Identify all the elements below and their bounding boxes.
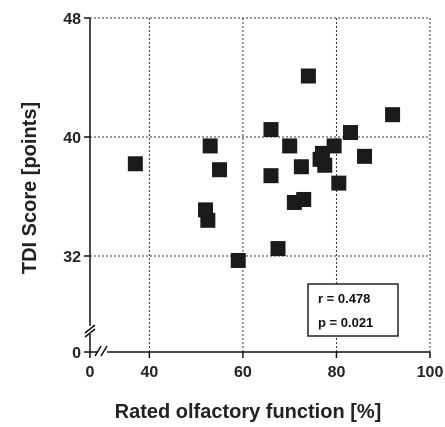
data-points <box>127 68 401 268</box>
x-axis-title: Rated olfactory function [%] <box>115 401 382 423</box>
y-tick-label-40: 40 <box>63 130 81 147</box>
y-axis-break-mark <box>84 324 96 338</box>
y-tick-label-32: 32 <box>63 249 81 266</box>
y-tick-label-0: 0 <box>72 345 81 362</box>
data-point-18 <box>326 138 342 154</box>
data-point-19 <box>331 175 347 191</box>
y-tick-label-48: 48 <box>63 11 81 28</box>
ticks: 0 32 40 48 0 40 60 80 100 <box>63 11 443 381</box>
x-tick-label-80: 80 <box>328 364 346 381</box>
data-point-10 <box>282 138 298 154</box>
data-point-16 <box>314 145 330 161</box>
grid <box>90 17 431 352</box>
stats-box: r = 0.478 p = 0.021 <box>307 283 399 337</box>
data-point-22 <box>385 107 401 123</box>
stats-box-frame <box>307 283 399 337</box>
x-tick-label-100: 100 <box>417 364 444 381</box>
x-tick-label-0: 0 <box>86 364 95 381</box>
y-axis-title: TDI Score [points] <box>19 102 41 274</box>
data-point-5 <box>212 162 228 178</box>
axes <box>84 18 430 357</box>
data-point-12 <box>293 159 309 175</box>
data-point-21 <box>357 148 373 164</box>
x-tick-label-60: 60 <box>234 364 252 381</box>
data-point-7 <box>263 122 279 138</box>
data-point-1 <box>127 156 143 172</box>
stats-r: r = 0.478 <box>318 291 370 306</box>
data-point-17 <box>317 157 333 173</box>
data-point-8 <box>263 168 279 184</box>
data-point-9 <box>270 241 286 257</box>
data-point-20 <box>342 125 358 141</box>
data-point-14 <box>300 68 316 84</box>
x-tick-label-40: 40 <box>140 364 158 381</box>
x-axis-break-mark <box>94 345 108 357</box>
data-point-3 <box>200 212 216 228</box>
data-point-13 <box>296 191 312 207</box>
stats-p: p = 0.021 <box>318 315 373 330</box>
data-point-4 <box>202 138 218 154</box>
data-point-6 <box>230 252 246 268</box>
